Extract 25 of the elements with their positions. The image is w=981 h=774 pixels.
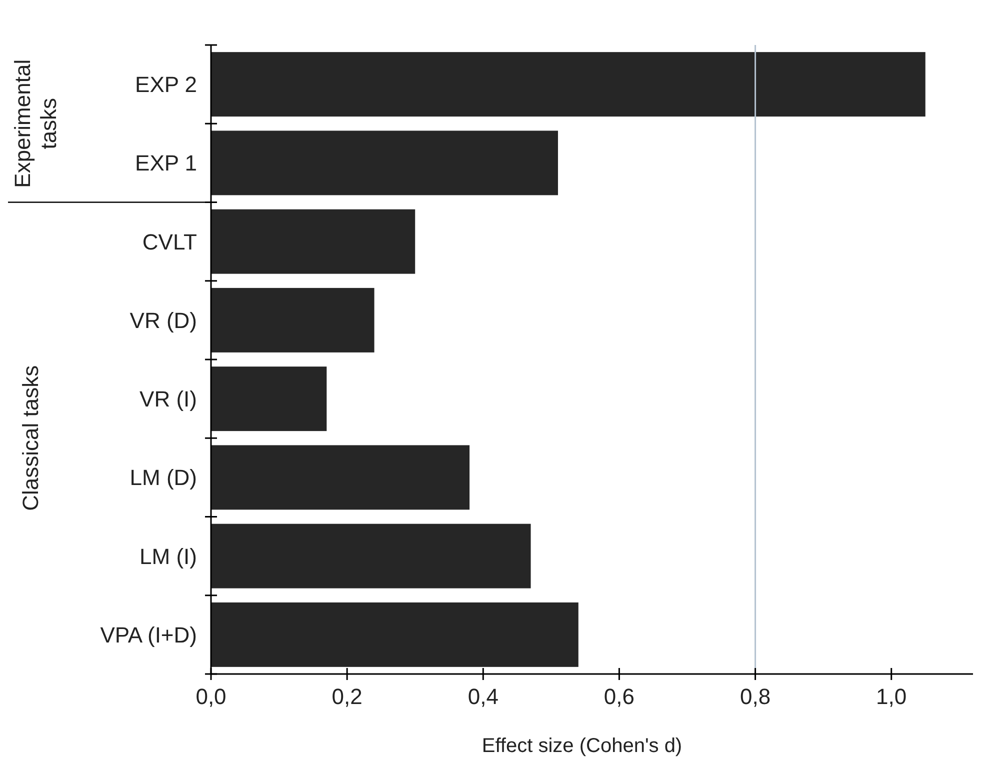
bar	[211, 288, 374, 352]
bar	[211, 366, 327, 432]
y-tick-label: VR (D)	[130, 308, 197, 333]
x-tick-label: 0,8	[740, 684, 771, 709]
bar	[211, 445, 470, 510]
x-tick-label: 0,0	[196, 684, 226, 709]
text: Experimental tasks	[10, 59, 61, 188]
y-tick-label: EXP 2	[135, 72, 197, 98]
bar	[211, 52, 926, 117]
x-axis-title: Effect size (Cohen's d)	[482, 735, 682, 757]
x-tick-label: 0,2	[332, 684, 362, 709]
x-tick-label: 0,4	[468, 684, 498, 709]
bar	[211, 209, 416, 274]
y-tick-label: LM (D)	[130, 465, 197, 490]
bar	[211, 130, 558, 196]
bar	[211, 524, 531, 588]
y-tick-label: EXP 1	[135, 150, 197, 176]
x-tick-label: 1,0	[876, 684, 907, 709]
y-tick-label: VPA (I+D)	[100, 622, 197, 648]
y-tick-label: LM (I)	[140, 544, 197, 569]
y-tick-label: VR (I)	[140, 386, 197, 412]
text: Classical tasks	[18, 365, 43, 511]
y-tick-label: CVLT	[142, 229, 197, 254]
x-tick-label: 0,6	[604, 684, 635, 709]
bar	[211, 602, 578, 667]
